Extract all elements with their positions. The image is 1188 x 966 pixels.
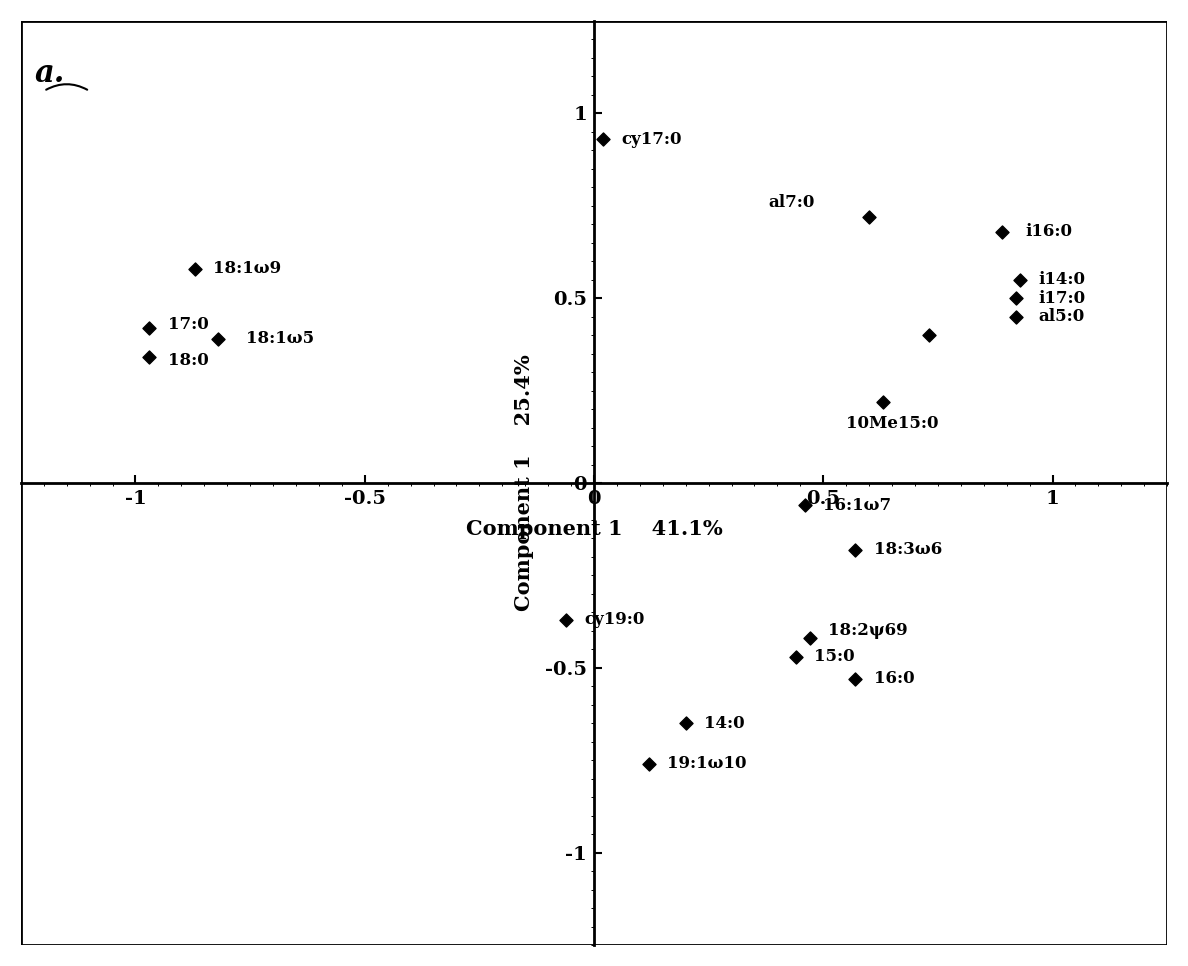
Text: a.: a. (34, 58, 65, 89)
Point (860, 209, 879, 224)
Text: i16:0: i16:0 (1025, 223, 1072, 241)
Point (557, 612, 576, 628)
Point (920, 327, 939, 343)
Text: al7:0: al7:0 (769, 193, 815, 211)
Text: al5:0: al5:0 (1038, 308, 1085, 326)
Point (185, 261, 204, 276)
Point (140, 350, 159, 365)
Text: cy17:0: cy17:0 (621, 130, 682, 148)
Text: 10Me15:0: 10Me15:0 (846, 415, 939, 433)
Text: 17:0: 17:0 (168, 316, 208, 332)
Text: 18:3ω6: 18:3ω6 (873, 541, 942, 558)
Point (796, 497, 815, 513)
Point (846, 542, 865, 557)
Y-axis label: Component 1    25.4%: Component 1 25.4% (514, 355, 533, 611)
Text: 19:1ω10: 19:1ω10 (668, 755, 747, 773)
Point (676, 716, 695, 731)
Point (1011, 271, 1030, 287)
Text: i14:0: i14:0 (1038, 271, 1086, 288)
Point (1006, 291, 1025, 306)
Point (993, 224, 1012, 240)
Text: i17:0: i17:0 (1038, 290, 1086, 306)
Point (846, 671, 865, 687)
Point (1006, 309, 1025, 325)
Text: 18:0: 18:0 (168, 353, 208, 369)
Text: 14:0: 14:0 (704, 715, 745, 732)
Text: cy19:0: cy19:0 (584, 611, 645, 628)
Point (873, 394, 892, 410)
Point (140, 320, 159, 335)
Text: 18:1ω5: 18:1ω5 (246, 330, 314, 348)
Text: 16:0: 16:0 (873, 670, 915, 688)
Text: 18:2ψ69: 18:2ψ69 (828, 622, 908, 639)
X-axis label: Component 1    41.1%: Component 1 41.1% (466, 519, 722, 539)
Point (786, 649, 805, 665)
Point (639, 756, 658, 772)
Text: 18:1ω9: 18:1ω9 (214, 260, 282, 277)
Point (594, 131, 613, 147)
Point (800, 631, 819, 646)
Point (209, 331, 228, 347)
Text: 16:1ω7: 16:1ω7 (823, 497, 891, 514)
Text: 15:0: 15:0 (814, 648, 854, 666)
